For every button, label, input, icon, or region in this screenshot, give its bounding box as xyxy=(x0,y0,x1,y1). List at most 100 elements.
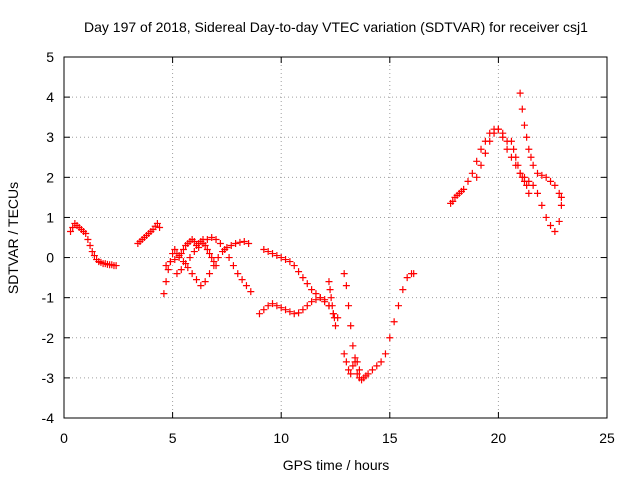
data-point xyxy=(449,197,457,205)
data-point xyxy=(460,185,468,193)
data-point xyxy=(221,246,229,254)
y-tick-label: 0 xyxy=(46,250,54,266)
data-point xyxy=(332,322,339,330)
data-point xyxy=(179,246,187,254)
data-point xyxy=(473,173,481,181)
data-point xyxy=(510,145,518,153)
data-points xyxy=(67,89,565,384)
data-point xyxy=(190,238,198,246)
data-point xyxy=(212,236,220,244)
y-tick-label: 4 xyxy=(46,89,54,105)
data-point xyxy=(525,189,533,197)
data-point xyxy=(551,181,559,189)
data-point xyxy=(171,256,179,264)
data-point xyxy=(518,105,526,113)
data-point xyxy=(542,173,550,181)
data-point xyxy=(201,278,209,286)
data-point xyxy=(355,366,363,374)
y-tick-label: 1 xyxy=(46,209,54,225)
data-point xyxy=(247,288,255,296)
series-seg11 xyxy=(447,125,511,207)
data-point xyxy=(477,161,485,169)
data-point xyxy=(162,278,170,286)
data-point xyxy=(308,298,316,306)
data-point xyxy=(345,366,353,374)
series-seg14 xyxy=(507,137,533,197)
data-point xyxy=(326,286,334,294)
data-point xyxy=(499,133,507,141)
data-point xyxy=(214,254,222,262)
x-tick-label: 5 xyxy=(169,430,177,446)
data-point xyxy=(349,342,357,350)
data-point xyxy=(295,268,303,276)
data-point xyxy=(542,213,550,221)
data-point xyxy=(551,227,559,235)
data-point xyxy=(325,278,333,286)
data-point xyxy=(84,236,92,244)
data-point xyxy=(260,246,268,254)
data-point xyxy=(481,149,489,157)
data-point xyxy=(203,246,211,254)
data-point xyxy=(533,189,541,197)
data-point xyxy=(316,294,324,302)
data-point xyxy=(199,240,207,248)
data-point xyxy=(538,171,546,179)
data-point xyxy=(173,270,181,278)
data-point xyxy=(166,258,174,266)
data-point xyxy=(171,246,179,254)
x-tick-label: 20 xyxy=(491,430,507,446)
data-point xyxy=(527,153,535,161)
data-point xyxy=(210,262,218,270)
data-point xyxy=(273,252,281,260)
series-seg10 xyxy=(340,350,363,378)
data-point xyxy=(67,227,75,235)
data-point xyxy=(190,248,198,256)
data-point xyxy=(203,236,211,244)
data-point xyxy=(349,362,357,370)
data-point xyxy=(342,358,350,366)
data-point xyxy=(410,270,418,278)
data-point xyxy=(206,250,214,258)
data-point xyxy=(245,240,253,248)
data-point xyxy=(390,318,398,326)
data-point xyxy=(514,161,522,169)
data-point xyxy=(308,286,316,294)
data-point xyxy=(260,306,268,314)
data-point xyxy=(473,157,481,165)
data-point xyxy=(264,302,272,310)
data-point xyxy=(330,314,338,322)
data-point xyxy=(533,169,541,177)
data-point xyxy=(381,350,389,358)
data-point xyxy=(507,137,515,145)
series-seg8 xyxy=(325,278,339,330)
data-point xyxy=(232,240,240,248)
data-point xyxy=(282,256,290,264)
data-point xyxy=(345,302,353,310)
data-point xyxy=(523,133,531,141)
x-tick-label: 10 xyxy=(273,430,289,446)
axis-ticks: 0 5 10 15 20 25 -4 -3 -2 -1 0 1 2 3 4 5 xyxy=(42,49,615,446)
data-point xyxy=(403,274,411,282)
data-point xyxy=(69,223,77,231)
data-point xyxy=(90,252,98,260)
data-point xyxy=(208,234,216,241)
data-point xyxy=(234,270,242,278)
data-point xyxy=(340,350,348,358)
data-point xyxy=(321,296,329,304)
plot-frame xyxy=(63,56,608,419)
data-point xyxy=(490,129,498,137)
data-point xyxy=(290,310,298,318)
data-point xyxy=(303,302,311,310)
grid-lines xyxy=(64,57,607,418)
data-point xyxy=(277,254,285,262)
data-point xyxy=(236,238,244,246)
data-point xyxy=(225,254,233,262)
data-point xyxy=(255,310,263,318)
y-tick-label: -1 xyxy=(42,290,55,306)
y-axis-label: SDTVAR / TECUs xyxy=(5,182,21,294)
data-point xyxy=(299,306,307,314)
data-point xyxy=(153,219,161,227)
data-point xyxy=(175,254,183,262)
series-seg4 xyxy=(162,238,253,290)
